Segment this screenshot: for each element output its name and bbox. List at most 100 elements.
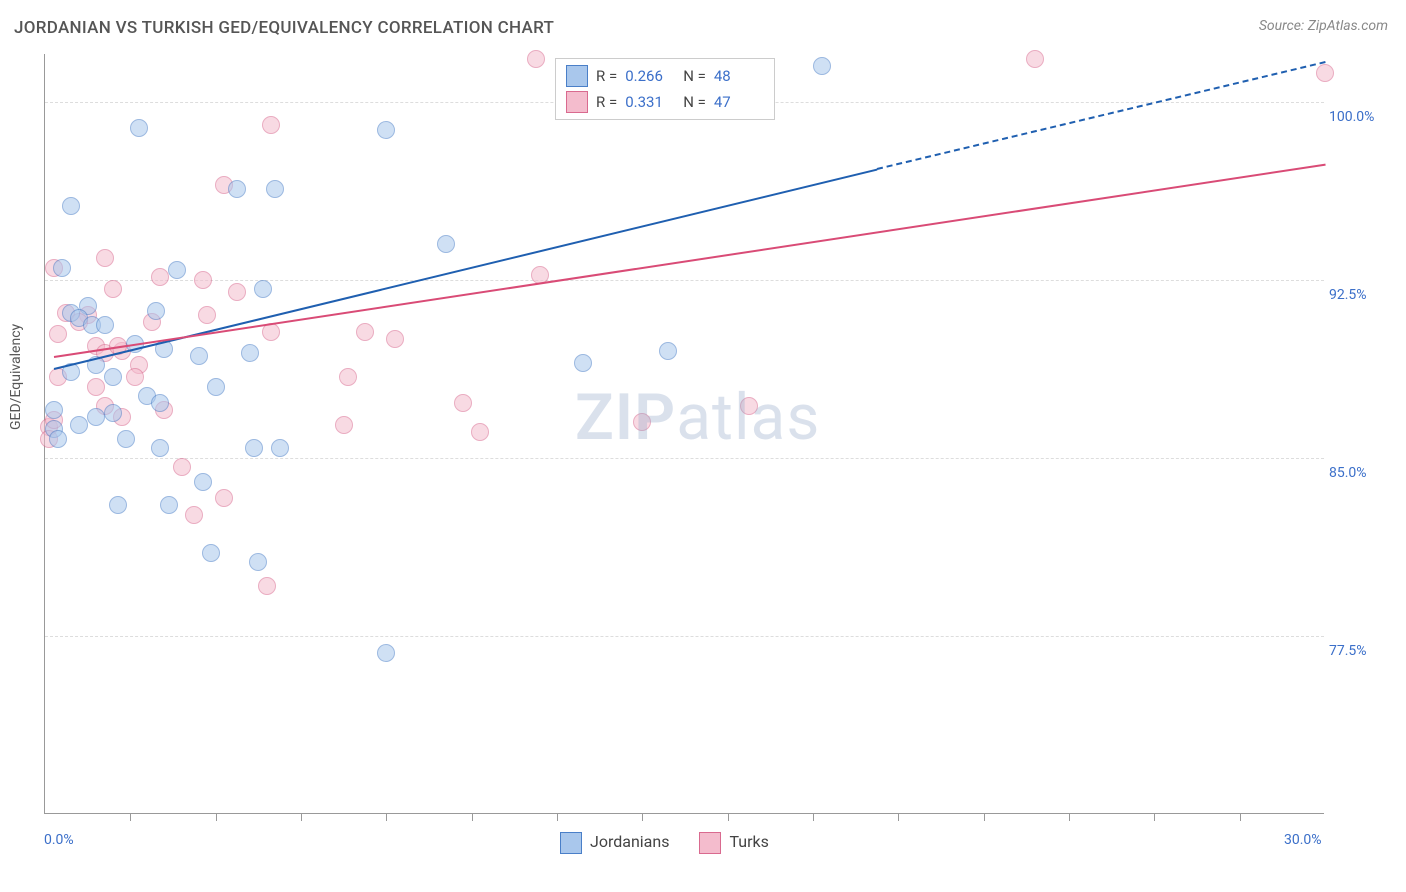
legend-stat-row: R = 0.331 N = 47	[566, 89, 764, 115]
data-point	[202, 544, 220, 562]
legend-swatch	[566, 65, 588, 87]
x-tick-mark	[557, 813, 558, 821]
legend-n-label: N =	[683, 67, 706, 85]
data-point	[377, 121, 395, 139]
data-point	[271, 439, 289, 457]
data-point	[245, 439, 263, 457]
data-point	[266, 180, 284, 198]
gridline	[45, 636, 1324, 637]
data-point	[249, 553, 267, 571]
data-point	[228, 283, 246, 301]
data-point	[633, 413, 651, 431]
y-tick-label: 100.0%	[1329, 109, 1384, 125]
data-point	[126, 368, 144, 386]
data-point	[335, 416, 353, 434]
data-point	[87, 378, 105, 396]
data-point	[241, 344, 259, 362]
data-point	[151, 439, 169, 457]
data-point	[53, 259, 71, 277]
x-tick-mark	[216, 813, 217, 821]
data-point	[215, 489, 233, 507]
y-tick-label: 77.5%	[1329, 643, 1384, 659]
data-point	[104, 368, 122, 386]
data-point	[185, 506, 203, 524]
plot-area: 77.5%85.0%92.5%100.0%	[44, 54, 1324, 814]
data-point	[527, 50, 545, 68]
data-point	[574, 354, 592, 372]
legend-r-label: R =	[596, 67, 617, 85]
data-point	[740, 397, 758, 415]
legend-swatch	[699, 832, 721, 854]
data-point	[339, 368, 357, 386]
data-point	[104, 404, 122, 422]
legend-correlation-stats: R =0.266N =48R =0.331N =47	[555, 58, 775, 120]
data-point	[471, 423, 489, 441]
data-point	[813, 57, 831, 75]
data-point	[104, 280, 122, 298]
data-point	[62, 197, 80, 215]
x-tick-mark	[1069, 813, 1070, 821]
data-point	[130, 119, 148, 137]
x-tick-label: 30.0%	[1284, 832, 1322, 848]
legend-series-name: Jordanians	[590, 832, 669, 851]
legend-series: Jordanians Turks	[560, 832, 769, 854]
x-tick-mark	[301, 813, 302, 821]
y-axis-label: GED/Equivalency	[8, 324, 24, 430]
legend-r-value: 0.266	[625, 67, 675, 85]
data-point	[198, 306, 216, 324]
legend-series-item: Jordanians	[560, 832, 669, 854]
x-tick-mark	[1154, 813, 1155, 821]
data-point	[1026, 50, 1044, 68]
x-tick-mark	[984, 813, 985, 821]
legend-r-label: R =	[596, 93, 617, 111]
data-point	[96, 249, 114, 267]
legend-n-value: 47	[714, 93, 764, 111]
data-point	[1316, 64, 1334, 82]
legend-swatch	[566, 91, 588, 113]
data-point	[437, 235, 455, 253]
correlation-chart: JORDANIAN VS TURKISH GED/EQUIVALENCY COR…	[0, 0, 1406, 892]
x-tick-mark	[898, 813, 899, 821]
legend-stat-row: R =0.266N =48	[566, 63, 764, 89]
data-point	[168, 261, 186, 279]
y-tick-label: 92.5%	[1329, 287, 1384, 303]
legend-n-label: N =	[683, 93, 706, 111]
data-point	[258, 577, 276, 595]
data-point	[160, 496, 178, 514]
data-point	[386, 330, 404, 348]
data-point	[207, 378, 225, 396]
data-point	[151, 394, 169, 412]
gridline	[45, 280, 1324, 281]
data-point	[70, 416, 88, 434]
x-tick-mark	[728, 813, 729, 821]
y-tick-label: 85.0%	[1329, 465, 1384, 481]
source-attribution: Source: ZipAtlas.com	[1259, 18, 1388, 34]
data-point	[194, 271, 212, 289]
x-tick-mark	[130, 813, 131, 821]
gridline	[45, 458, 1324, 459]
data-point	[194, 473, 212, 491]
data-point	[87, 408, 105, 426]
data-point	[377, 644, 395, 662]
data-point	[262, 116, 280, 134]
x-tick-mark	[472, 813, 473, 821]
data-point	[109, 496, 127, 514]
legend-series-item: Turks	[699, 832, 768, 854]
legend-series-name: Turks	[729, 832, 768, 851]
x-tick-mark	[1240, 813, 1241, 821]
data-point	[147, 302, 165, 320]
chart-title: JORDANIAN VS TURKISH GED/EQUIVALENCY COR…	[14, 18, 554, 38]
data-point	[151, 268, 169, 286]
legend-r-value: 0.331	[625, 93, 675, 111]
data-point	[45, 401, 63, 419]
x-tick-mark	[642, 813, 643, 821]
trend-line	[877, 61, 1325, 170]
data-point	[96, 316, 114, 334]
data-point	[228, 180, 246, 198]
x-tick-mark	[813, 813, 814, 821]
data-point	[49, 325, 67, 343]
data-point	[659, 342, 677, 360]
data-point	[356, 323, 374, 341]
data-point	[49, 430, 67, 448]
data-point	[190, 347, 208, 365]
